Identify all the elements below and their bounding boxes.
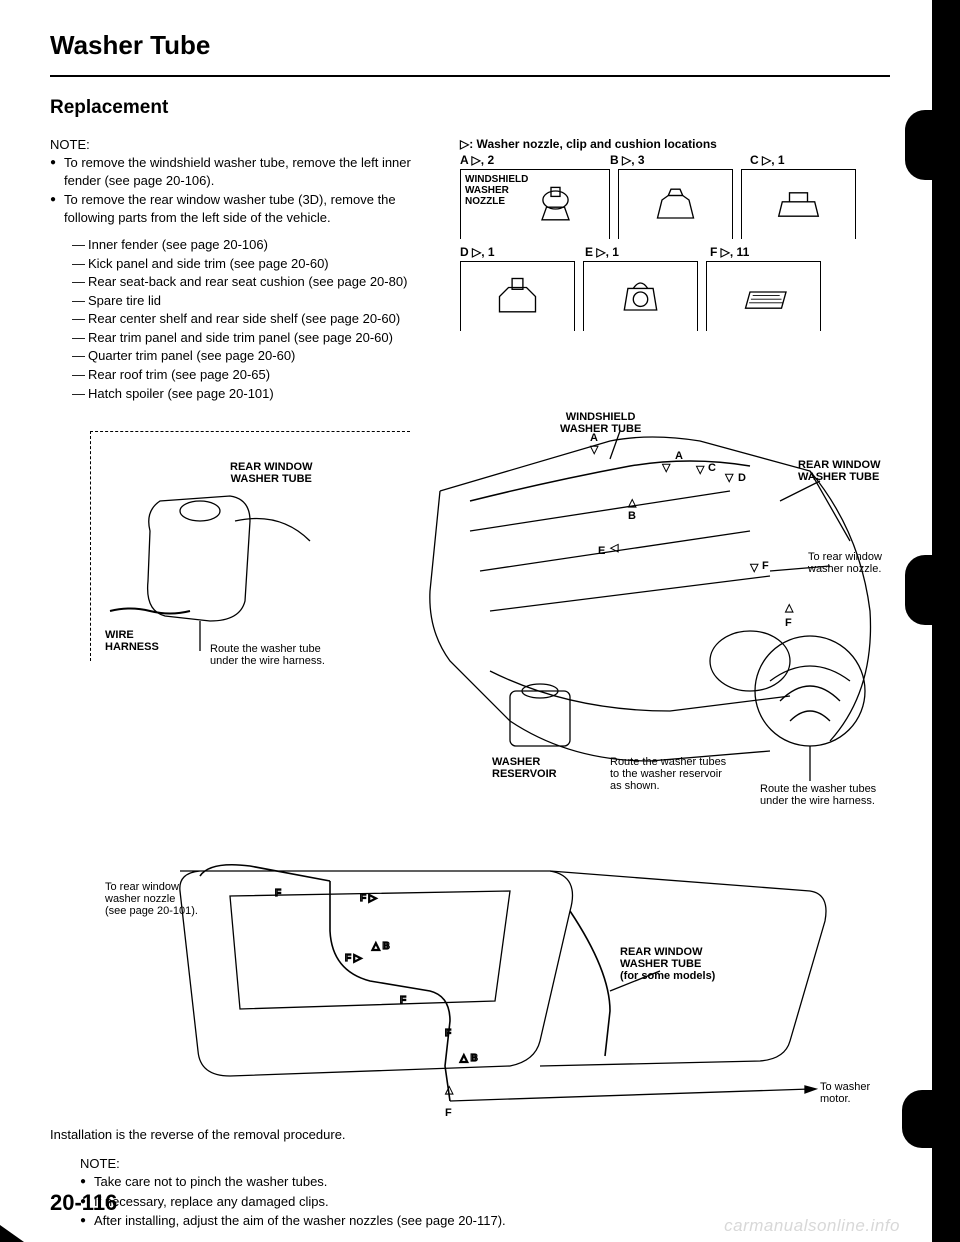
label-route-reservoir: Route the washer tubes to the washer res…	[610, 756, 726, 792]
svg-text:F ▷: F ▷	[360, 893, 378, 904]
svg-text:△ B: △ B	[371, 941, 390, 952]
nozzle-label: C ▷, 1	[750, 153, 860, 167]
clip-icon	[613, 274, 668, 319]
nozzle-detail-c	[741, 169, 856, 239]
list-item: To remove the rear window washer tube (3…	[50, 191, 440, 226]
nozzle-icon	[528, 182, 583, 227]
svg-text:▽: ▽	[749, 562, 759, 574]
svg-text:△: △	[627, 497, 637, 509]
note-label: NOTE:	[50, 137, 440, 152]
svg-text:△: △	[784, 602, 794, 614]
label-rear-tube-models: REAR WINDOW WASHER TUBE (for some models…	[620, 946, 715, 982]
label-route-under: Route the washer tube under the wire har…	[210, 643, 325, 667]
watermark: carmanualsonline.info	[724, 1216, 900, 1236]
binder-tab	[905, 110, 950, 180]
nozzle-label: F ▷, 11	[710, 245, 820, 259]
label-rear-tube: REAR WINDOW WASHER TUBE	[798, 459, 881, 483]
nozzle-detail-b	[618, 169, 733, 239]
svg-text:◁: ◁	[609, 542, 619, 554]
nozzle-column: ▷: Washer nozzle, clip and cushion locat…	[460, 137, 890, 403]
clip-icon	[490, 274, 545, 319]
label-wire-harness: WIRE HARNESS	[105, 629, 159, 653]
page-number: 20-116	[50, 1190, 117, 1216]
nozzle-top-labels: A ▷, 2 B ▷, 3 C ▷, 1	[460, 153, 890, 167]
page-title: Washer Tube	[50, 30, 890, 61]
svg-text:F: F	[762, 560, 769, 572]
lower-diagram: F F ▷ F ▷ F F △ B △ B	[50, 841, 890, 1121]
nozzle-detail-e	[583, 261, 698, 331]
nozzle-label: A ▷, 2	[460, 153, 610, 167]
nozzle-header: ▷: Washer nozzle, clip and cushion locat…	[460, 137, 890, 151]
list-item: Rear center shelf and rear side shelf (s…	[72, 310, 440, 328]
label-windshield-tube: WINDSHIELD WASHER TUBE	[560, 411, 641, 435]
clip-icon	[648, 182, 703, 227]
nozzle-label: E ▷, 1	[585, 245, 710, 259]
nozzle-box-text: WINDSHIELD WASHER NOZZLE	[465, 174, 528, 207]
list-item: Rear trim panel and side trim panel (see…	[72, 329, 440, 347]
svg-text:A: A	[675, 450, 683, 462]
label-to-rear-nozzle2: To rear window washer nozzle (see page 2…	[105, 881, 198, 917]
svg-text:F: F	[275, 888, 281, 899]
list-item: Rear seat-back and rear seat cushion (se…	[72, 273, 440, 291]
svg-text:F ▷: F ▷	[345, 953, 363, 964]
svg-text:△ B: △ B	[459, 1053, 478, 1064]
list-item: If necessary, replace any damaged clips.	[80, 1193, 890, 1211]
svg-text:△: △	[444, 1084, 454, 1096]
label-to-motor: To washer motor.	[820, 1081, 870, 1105]
binder-tab	[905, 555, 950, 625]
list-item: Inner fender (see page 20-106)	[72, 236, 440, 254]
svg-text:F: F	[785, 617, 792, 629]
divider	[50, 75, 890, 77]
svg-text:D: D	[738, 472, 746, 484]
nozzle-detail-f	[706, 261, 821, 331]
nozzle-bot-labels: D ▷, 1 E ▷, 1 F ▷, 11	[460, 245, 890, 259]
main-diagram: ▽A ▽A △B ▽C ▽D ◁E ▽F △F REAR WINDOW WASH…	[50, 411, 890, 841]
list-item: Rear roof trim (see page 20-65)	[72, 366, 440, 384]
list-item: Hatch spoiler (see page 20-101)	[72, 385, 440, 403]
label-route-under2: Route the washer tubes under the wire ha…	[760, 783, 876, 807]
parts-list: Inner fender (see page 20-106) Kick pane…	[50, 236, 440, 402]
svg-text:E: E	[598, 545, 605, 557]
svg-text:▽: ▽	[695, 464, 705, 476]
nozzle-detail-a: WINDSHIELD WASHER NOZZLE	[460, 169, 610, 239]
svg-text:C: C	[708, 462, 716, 474]
nozzle-label: B ▷, 3	[610, 153, 750, 167]
list-item: Quarter trim panel (see page 20-60)	[72, 347, 440, 365]
svg-text:F: F	[445, 1107, 452, 1119]
svg-text:F: F	[445, 1028, 451, 1039]
svg-text:F: F	[400, 995, 406, 1006]
svg-text:▽: ▽	[589, 444, 599, 456]
section-title: Replacement	[50, 97, 890, 119]
binder-tab	[902, 1090, 950, 1148]
nozzle-detail-d	[460, 261, 575, 331]
clip-icon	[771, 182, 826, 227]
list-item: Take care not to pinch the washer tubes.	[80, 1173, 890, 1191]
label-to-rear-nozzle: To rear window washer nozzle.	[808, 551, 882, 575]
text-column: NOTE: To remove the windshield washer tu…	[50, 137, 440, 403]
list-item: To remove the windshield washer tube, re…	[50, 154, 440, 189]
label-rear-tube-inset: REAR WINDOW WASHER TUBE	[230, 461, 313, 485]
nozzle-label: D ▷, 1	[460, 245, 585, 259]
install-text: Installation is the reverse of the remov…	[50, 1127, 890, 1142]
corner-mark	[0, 1225, 24, 1242]
svg-text:▽: ▽	[724, 472, 734, 484]
svg-text:▽: ▽	[661, 462, 671, 474]
svg-text:B: B	[628, 510, 636, 522]
list-item: Spare tire lid	[72, 292, 440, 310]
list-item: Kick panel and side trim (see page 20-60…	[72, 255, 440, 273]
intro-list: To remove the windshield washer tube, re…	[50, 154, 440, 226]
cushion-icon	[736, 274, 791, 319]
note-label: NOTE:	[80, 1156, 890, 1171]
label-reservoir: WASHER RESERVOIR	[492, 756, 557, 780]
